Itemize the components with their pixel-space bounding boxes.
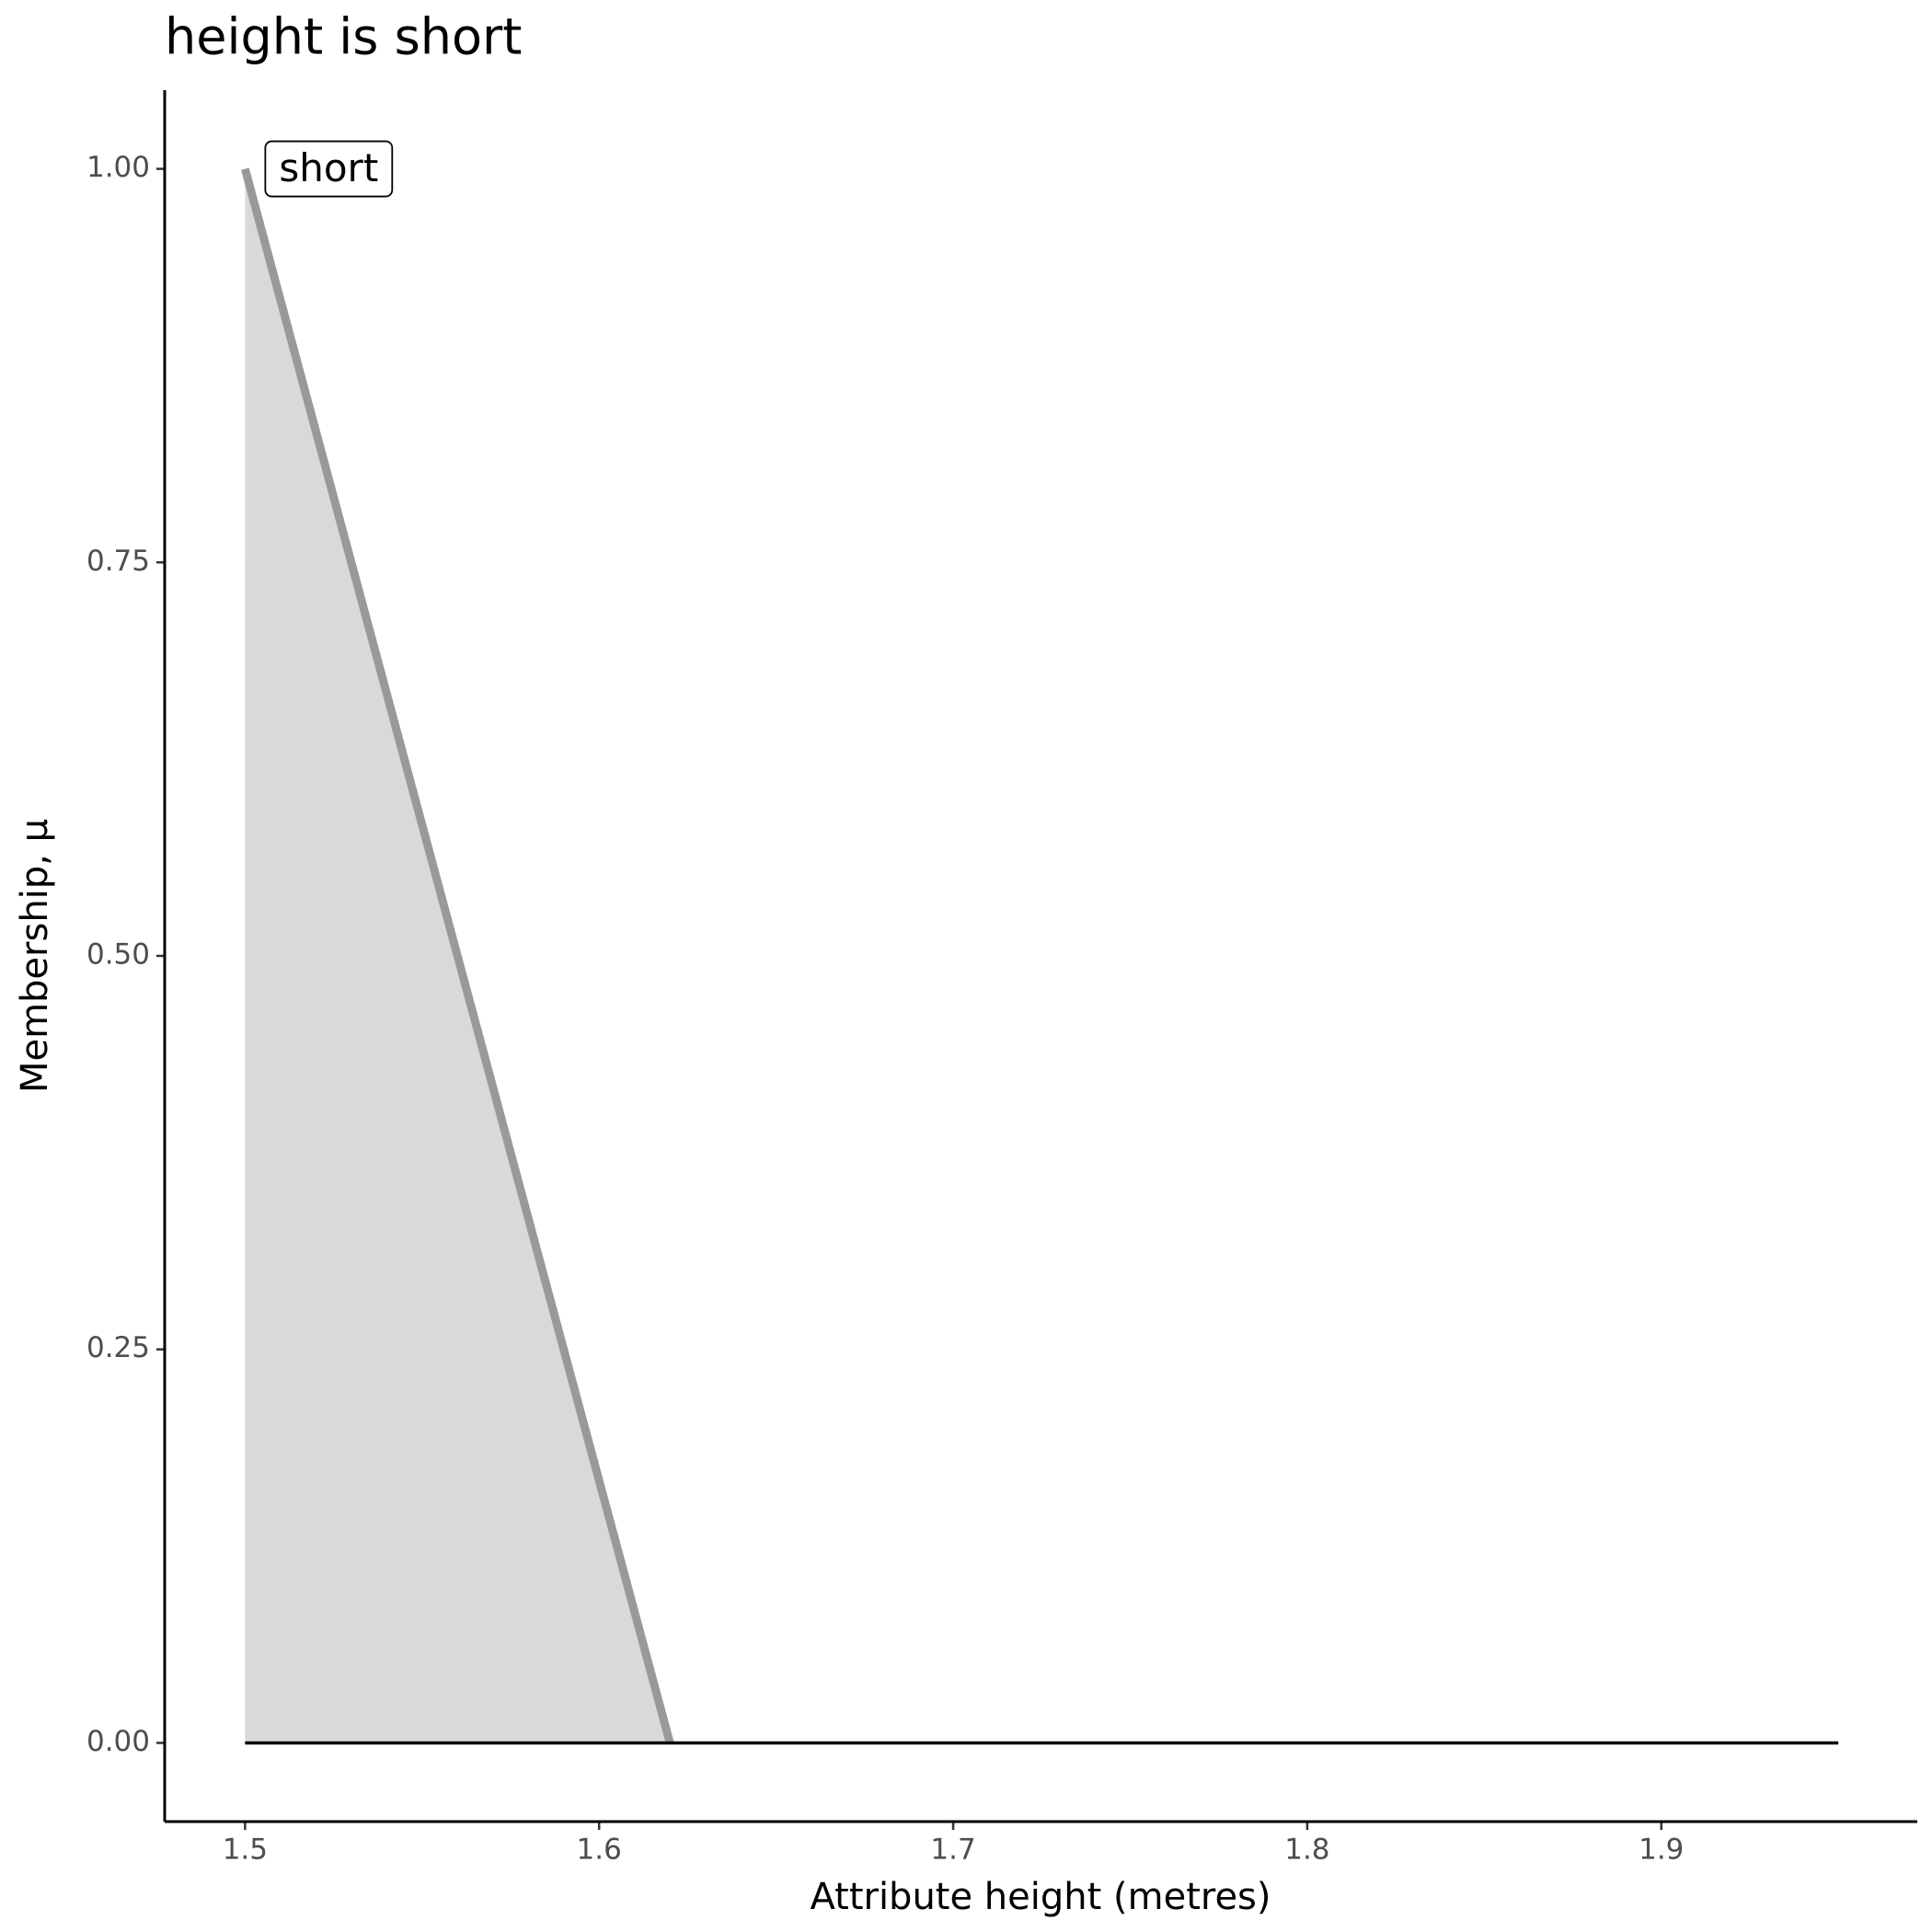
y-tick-label: 0.25 [86,1331,150,1364]
series-label: short [279,145,378,190]
y-tick-label: 0.00 [86,1725,150,1758]
x-tick-label: 1.6 [577,1834,622,1867]
x-tick-label: 1.5 [223,1834,268,1867]
x-tick-label: 1.7 [930,1834,975,1867]
y-tick-label: 0.50 [86,938,150,972]
y-axis-label: Membership, μ [14,819,56,1093]
x-tick-label: 1.8 [1284,1834,1329,1867]
x-axis-label: Attribute height (metres) [810,1876,1271,1918]
line [241,167,674,1744]
x-tick-label: 1.9 [1639,1834,1684,1867]
chart-title: height is short [165,8,522,66]
label-box [264,140,394,198]
y-tick-label: 0.75 [86,545,150,578]
y-tick-label: 1.00 [86,151,150,184]
